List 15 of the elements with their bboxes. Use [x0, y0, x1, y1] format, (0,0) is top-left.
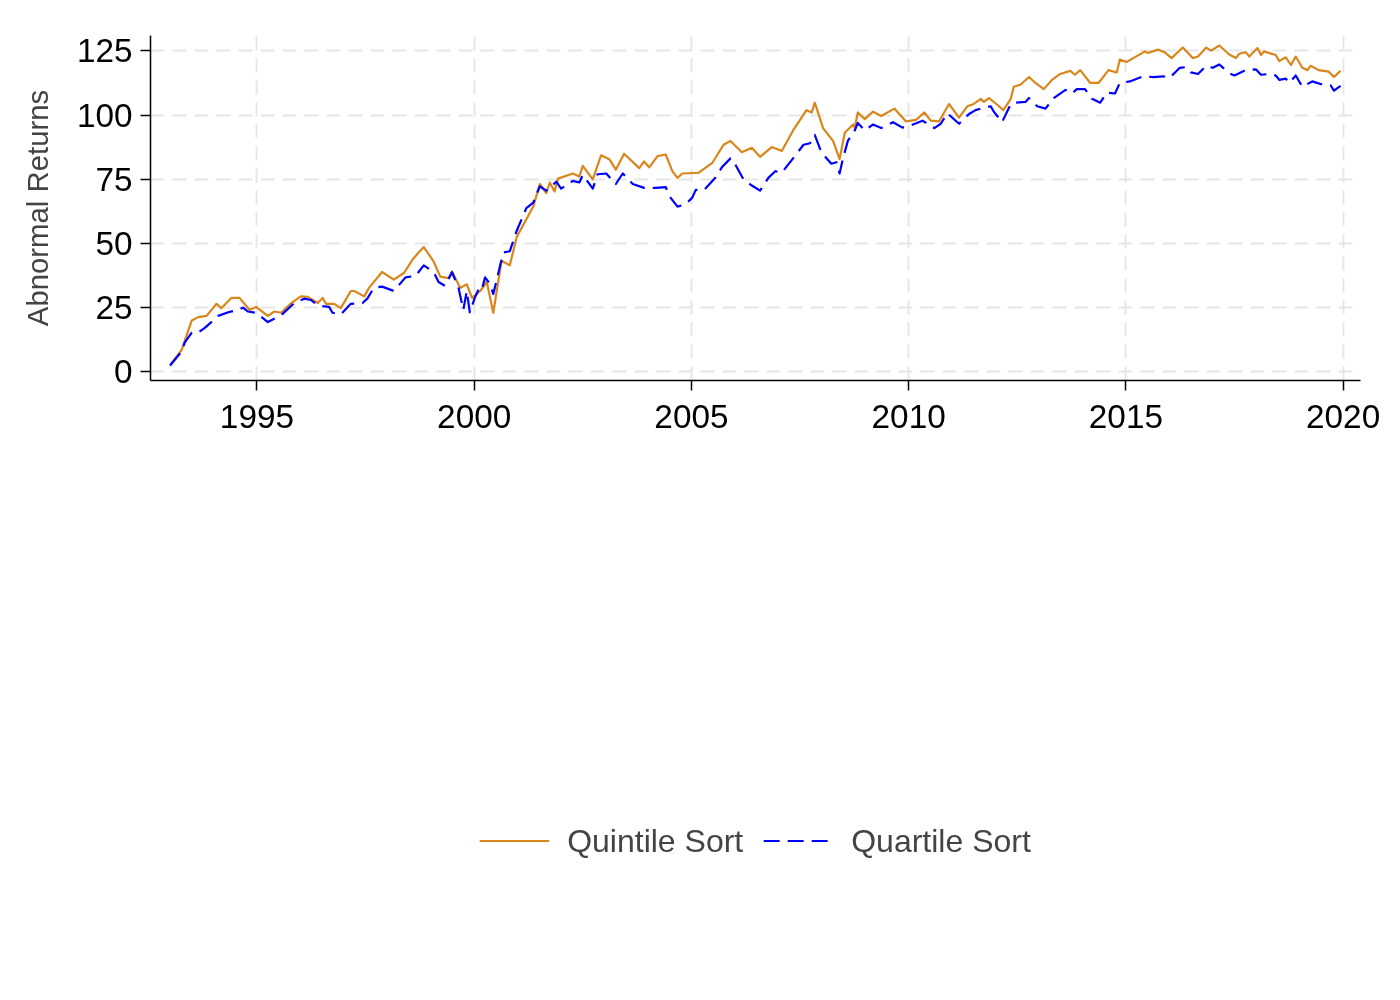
y-tick-label: 75: [95, 160, 133, 198]
legend-label: Quartile Sort: [851, 822, 1031, 860]
x-tick-label: 2010: [871, 397, 946, 435]
y-tick-label: 0: [113, 353, 133, 391]
y-tick-label: 50: [95, 224, 133, 262]
x-tick-label: 2005: [654, 397, 729, 435]
y-tick-label: 25: [95, 288, 133, 326]
y-tick-label: 100: [76, 96, 133, 134]
y-axis-title: Abnormal Returns: [20, 89, 54, 327]
x-tick-label: 2015: [1088, 397, 1163, 435]
x-tick-label: 2020: [1306, 397, 1381, 435]
legend-label: Quintile Sort: [567, 822, 744, 860]
y-tick-label: 125: [76, 32, 133, 70]
x-tick-label: 2000: [437, 397, 512, 435]
x-tick-label: 1995: [219, 397, 295, 435]
